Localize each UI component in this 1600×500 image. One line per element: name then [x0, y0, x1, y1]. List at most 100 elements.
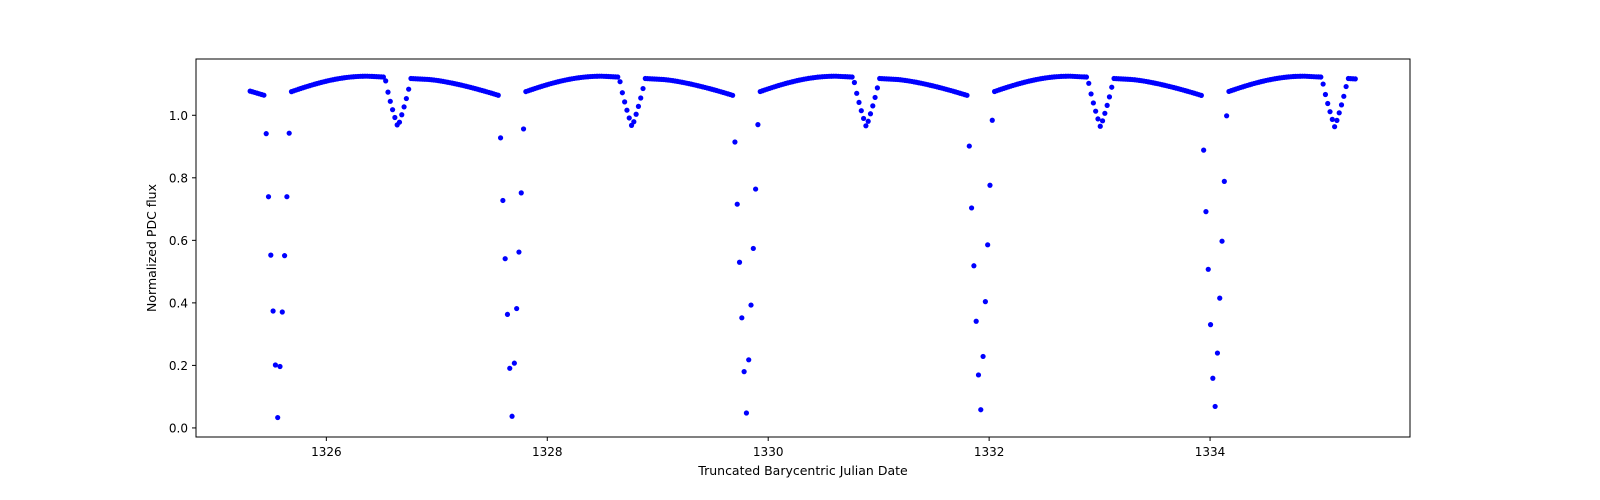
data-point — [389, 107, 396, 113]
data-point — [746, 357, 752, 363]
data-point — [730, 92, 736, 98]
data-point — [858, 108, 864, 114]
data-point — [971, 263, 977, 269]
data-point — [1217, 295, 1223, 301]
data-point — [975, 372, 982, 378]
data-point — [732, 139, 738, 145]
data-point — [279, 309, 285, 315]
data-point — [1203, 209, 1209, 215]
data-point — [987, 182, 993, 188]
data-point — [1207, 322, 1214, 328]
x-tick-label: 1328 — [532, 445, 563, 459]
data-point — [1109, 84, 1115, 90]
data-point — [734, 201, 740, 207]
data-point — [518, 190, 524, 196]
data-point — [1336, 110, 1342, 116]
y-tick-label: 0.0 — [169, 421, 188, 435]
data-point — [281, 253, 288, 259]
data-point — [277, 363, 283, 370]
data-point — [383, 78, 389, 84]
data-point — [849, 74, 855, 80]
data-point — [500, 197, 506, 204]
data-point — [978, 407, 984, 413]
data-point — [511, 360, 517, 366]
data-point — [1102, 110, 1108, 116]
data-point — [980, 353, 986, 360]
data-point — [1221, 178, 1227, 184]
data-point — [622, 99, 628, 105]
data-point — [985, 242, 991, 248]
x-tick-label: 1326 — [311, 445, 342, 459]
data-point — [1334, 117, 1340, 123]
data-point — [1352, 76, 1358, 82]
y-tick-label: 1.0 — [169, 109, 188, 123]
data-point — [982, 299, 988, 305]
data-point — [619, 90, 625, 96]
data-point — [631, 119, 637, 125]
y-tick-label: 0.2 — [169, 359, 188, 373]
data-point — [874, 85, 880, 91]
data-point — [1210, 375, 1216, 381]
data-point — [1325, 100, 1331, 107]
data-point — [753, 186, 759, 192]
y-axis-label: Normalized PDC flux — [144, 184, 159, 312]
data-point — [401, 104, 407, 110]
data-point — [396, 119, 403, 125]
data-point — [495, 92, 501, 98]
data-point — [516, 249, 522, 255]
y-tick-label: 0.6 — [169, 234, 188, 248]
data-point — [736, 259, 743, 265]
data-point — [638, 95, 644, 101]
data-point — [399, 112, 405, 118]
data-point — [626, 115, 632, 121]
data-point — [1214, 350, 1221, 356]
data-point — [1104, 102, 1110, 108]
data-point — [867, 111, 874, 117]
data-point — [1318, 74, 1324, 80]
data-point — [1219, 238, 1225, 244]
data-point — [635, 103, 642, 109]
data-point — [1201, 147, 1207, 153]
data-point — [968, 205, 975, 211]
data-point — [265, 194, 272, 200]
data-point — [1095, 116, 1101, 122]
data-point — [856, 99, 862, 106]
data-point — [739, 315, 745, 321]
data-point — [872, 94, 878, 101]
data-point — [1088, 91, 1094, 97]
data-point — [743, 410, 750, 416]
data-point — [1338, 102, 1345, 108]
data-point — [640, 85, 646, 92]
data-point — [385, 89, 391, 95]
data-point — [973, 318, 979, 324]
data-point — [1205, 266, 1211, 272]
data-point — [261, 92, 267, 98]
data-point — [507, 365, 513, 371]
x-tick-label: 1332 — [974, 445, 1005, 459]
data-point — [268, 252, 274, 258]
x-tick-label: 1330 — [753, 445, 784, 459]
data-point — [863, 123, 869, 129]
x-axis-ticks: 1326 1328 1330 1332 1334 — [311, 437, 1225, 459]
x-tick-label: 1334 — [1195, 445, 1226, 459]
data-point — [502, 256, 508, 262]
data-point — [1224, 113, 1230, 119]
data-point — [286, 130, 292, 136]
data-point — [1083, 74, 1090, 80]
data-point — [1099, 118, 1106, 124]
data-point — [755, 122, 761, 128]
data-point — [380, 74, 386, 80]
data-point — [284, 194, 290, 200]
data-point — [387, 98, 393, 104]
data-point — [406, 86, 412, 92]
data-point — [865, 118, 871, 124]
data-point — [1212, 403, 1218, 410]
data-point — [1332, 124, 1338, 130]
data-point — [275, 414, 281, 421]
data-point — [741, 369, 747, 375]
data-point — [272, 362, 278, 368]
data-point — [851, 79, 858, 86]
data-point — [748, 302, 754, 308]
